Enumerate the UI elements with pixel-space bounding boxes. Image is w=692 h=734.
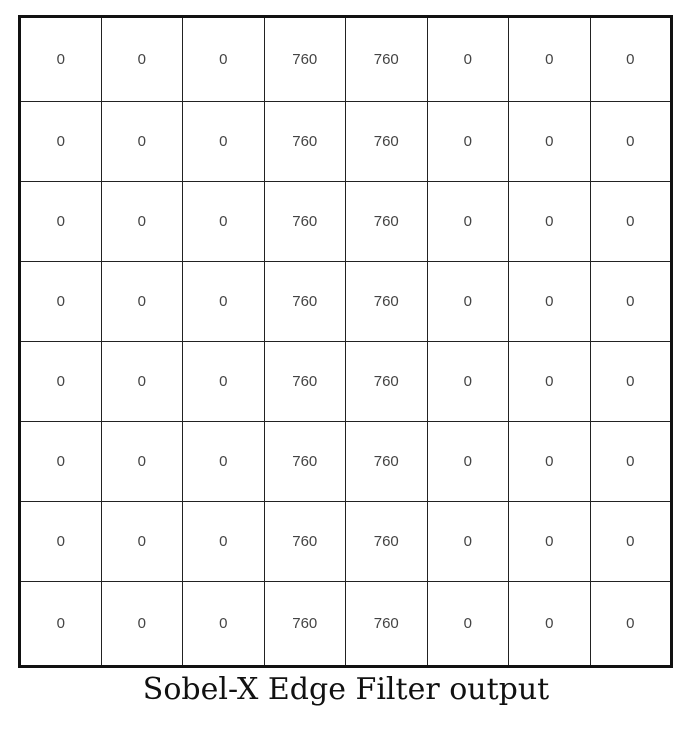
caption: Sobel-X Edge Filter output (142, 672, 550, 707)
table-cell: 0 (508, 16, 591, 102)
table-cell: 0 (182, 16, 265, 102)
table-cell: 0 (100, 180, 183, 262)
table-cell: 0 (589, 501, 672, 583)
table-cell: 0 (589, 260, 672, 342)
table-cell: 760 (345, 260, 428, 342)
table-cell: 0 (19, 260, 102, 342)
table-cell: 760 (345, 421, 428, 503)
table-cell: 760 (263, 421, 346, 503)
table-cell: 0 (100, 16, 183, 102)
table-cell: 0 (19, 340, 102, 423)
table-cell: 0 (19, 16, 102, 102)
table-cell: 0 (508, 501, 591, 583)
table-cell: 760 (263, 260, 346, 342)
table-cell: 760 (263, 100, 346, 182)
sobel-output-matrix: 0 0 0 760 760 0 0 0 0 0 0 760 760 0 0 0 0 0 0 760 760 0 0 0 0 0 0 7… (18, 15, 673, 668)
table-cell: 0 (589, 581, 672, 667)
table-cell: 0 (426, 180, 509, 262)
table-cell: 760 (263, 340, 346, 423)
table-cell: 0 (589, 340, 672, 423)
table-cell: 0 (19, 501, 102, 583)
table-cell: 0 (182, 340, 265, 423)
table-cell: 760 (345, 100, 428, 182)
table-cell: 0 (426, 16, 509, 102)
table-row: 0 0 0 760 760 0 0 0 (19, 180, 672, 262)
table-cell: 0 (100, 421, 183, 503)
table-cell: 0 (100, 100, 183, 182)
table-cell: 0 (182, 421, 265, 503)
table-row: 0 0 0 760 760 0 0 0 (19, 100, 672, 182)
table-cell: 0 (100, 260, 183, 342)
table-cell: 760 (263, 581, 346, 667)
table-row: 0 0 0 760 760 0 0 0 (19, 501, 672, 583)
table-row: 0 0 0 760 760 0 0 0 (19, 421, 672, 503)
table-cell: 0 (589, 180, 672, 262)
table-cell: 0 (100, 581, 183, 667)
table-cell: 0 (426, 581, 509, 667)
table-cell: 760 (345, 180, 428, 262)
table-cell: 0 (508, 421, 591, 503)
table-cell: 760 (345, 501, 428, 583)
table-cell: 0 (182, 501, 265, 583)
table-cell: 0 (426, 100, 509, 182)
table-cell: 0 (508, 581, 591, 667)
table-cell: 0 (508, 100, 591, 182)
table-cell: 0 (508, 180, 591, 262)
table-cell: 0 (426, 340, 509, 423)
table-cell: 0 (100, 340, 183, 423)
table-cell: 0 (19, 180, 102, 262)
table-row: 0 0 0 760 760 0 0 0 (19, 581, 672, 667)
table-cell: 0 (182, 260, 265, 342)
table-cell: 0 (508, 260, 591, 342)
table-cell: 760 (345, 581, 428, 667)
table-cell: 0 (100, 501, 183, 583)
table-cell: 0 (426, 421, 509, 503)
table-cell: 760 (263, 16, 346, 102)
table-cell: 0 (19, 421, 102, 503)
table-cell: 760 (345, 340, 428, 423)
table-cell: 0 (182, 100, 265, 182)
table-cell: 0 (182, 180, 265, 262)
table-row: 0 0 0 760 760 0 0 0 (19, 260, 672, 342)
table-cell: 760 (263, 501, 346, 583)
table-cell: 0 (589, 100, 672, 182)
table-cell: 0 (182, 581, 265, 667)
table-cell: 0 (426, 260, 509, 342)
table-row: 0 0 0 760 760 0 0 0 (19, 16, 672, 102)
table-cell: 0 (19, 581, 102, 667)
table-cell: 0 (19, 100, 102, 182)
table-cell: 760 (345, 16, 428, 102)
table-row: 0 0 0 760 760 0 0 0 (19, 340, 672, 423)
table-cell: 0 (589, 421, 672, 503)
table-cell: 760 (263, 180, 346, 262)
table-cell: 0 (589, 16, 672, 102)
table-cell: 0 (508, 340, 591, 423)
table-cell: 0 (426, 501, 509, 583)
